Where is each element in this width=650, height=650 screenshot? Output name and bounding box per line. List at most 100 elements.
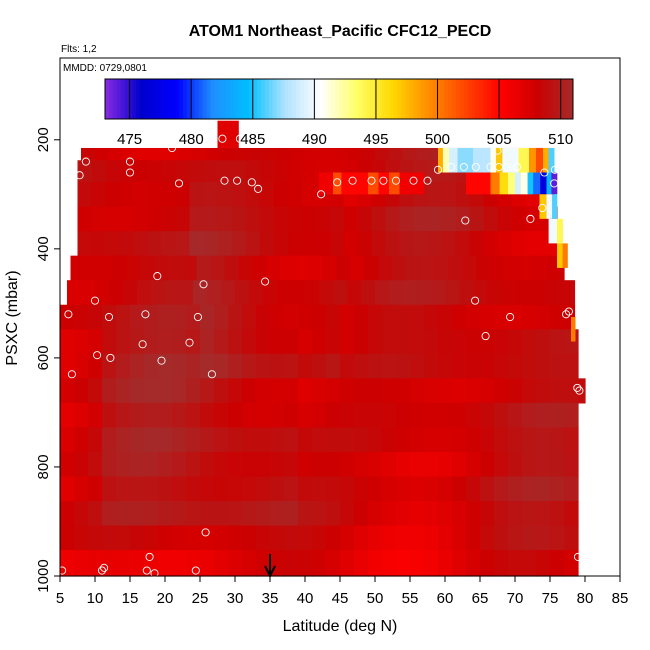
heatmap-cell	[494, 427, 509, 453]
heatmap-cell	[326, 304, 341, 330]
colorbar-swatch	[179, 79, 184, 119]
heatmap-cell	[340, 427, 355, 453]
observation-point	[261, 277, 270, 286]
heatmap-cell	[396, 476, 411, 502]
heatmap-cell	[382, 402, 397, 429]
colorbar-swatch	[436, 79, 441, 119]
heatmap-cell	[494, 525, 509, 551]
heatmap-cell	[102, 550, 117, 577]
heatmap-cell	[280, 255, 296, 281]
heatmap-cell	[161, 206, 177, 232]
heatmap-cell	[361, 280, 376, 306]
observation-point	[220, 176, 229, 185]
heatmap-cell	[186, 304, 201, 330]
heatmap-cell	[298, 329, 313, 355]
heatmap-cell	[354, 427, 369, 453]
observation-point	[97, 566, 107, 575]
colorbar-swatch	[424, 79, 430, 119]
heatmap-cell	[294, 255, 310, 281]
observation-point	[486, 162, 495, 172]
heatmap-cell	[536, 476, 551, 502]
heatmap-cell	[354, 304, 369, 330]
heatmap-cell	[193, 147, 208, 161]
heatmap-cell	[326, 427, 341, 453]
heatmap-cell	[144, 501, 159, 527]
heatmap-anomaly-cell	[490, 172, 500, 195]
heatmap-cell	[368, 378, 383, 404]
heatmap-cell	[214, 329, 229, 355]
heatmap-cell	[60, 451, 75, 478]
heatmap-cell	[77, 182, 93, 208]
heatmap-cell	[256, 525, 271, 551]
observation-point	[201, 528, 210, 537]
heatmap-cell	[242, 353, 257, 379]
heatmap-cell	[368, 427, 383, 453]
heatmap-cell	[319, 147, 334, 161]
observation-point	[513, 162, 522, 172]
heatmap-cell	[88, 550, 103, 577]
colorbar-swatch	[292, 79, 297, 119]
observation-point	[409, 176, 418, 185]
heatmap-cell	[74, 304, 89, 330]
heatmap-cell	[466, 304, 481, 330]
colorbar-swatch	[136, 79, 141, 119]
heatmap-cell	[364, 255, 380, 281]
heatmap-cell	[242, 550, 257, 577]
heatmap-cell	[186, 402, 201, 429]
heatmap-cell	[158, 353, 173, 379]
colorbar-swatch	[409, 79, 414, 119]
heatmap-cell	[60, 427, 75, 453]
heatmap-cell	[228, 329, 243, 355]
heatmap-cell	[147, 182, 163, 208]
heatmap-cell	[522, 451, 537, 478]
heatmap-cell	[452, 451, 467, 478]
heatmap-cell	[410, 525, 425, 551]
observation-point	[506, 312, 515, 322]
heatmap-cell	[245, 206, 261, 232]
heatmap-cell	[396, 550, 411, 577]
colorbar-swatch	[545, 79, 551, 119]
heatmap-cell	[172, 451, 187, 478]
colorbar-swatch	[198, 79, 203, 119]
heatmap-cell	[427, 231, 443, 257]
heatmap-cell	[228, 476, 243, 502]
heatmap-cell	[228, 427, 243, 453]
heatmap-cell	[186, 550, 201, 577]
observation-point	[233, 176, 242, 185]
colorbar-swatch	[108, 79, 114, 119]
heatmap-cell	[231, 206, 247, 232]
heatmap-cell	[119, 182, 135, 208]
heatmap-cell	[480, 550, 495, 577]
heatmap-cell	[438, 550, 453, 577]
colorbar-swatch	[257, 79, 262, 119]
heatmap-cell	[116, 329, 131, 355]
heatmap-cell	[88, 427, 103, 453]
heatmap-cell	[259, 182, 275, 208]
heatmap-cell	[480, 525, 495, 551]
heatmap-cell	[74, 402, 89, 429]
observation-point	[481, 332, 490, 341]
heatmap-cell	[60, 402, 75, 429]
colorbar-swatch	[350, 79, 356, 119]
colorbar-swatch	[463, 79, 469, 119]
heatmap-cell	[361, 147, 376, 161]
heatmap-cell	[315, 231, 331, 257]
heatmap-cell	[550, 550, 565, 577]
heatmap-cell	[308, 255, 324, 281]
heatmap-cell	[284, 402, 299, 429]
heatmap-cell	[424, 525, 439, 551]
observation-point	[317, 190, 326, 199]
colorbar-swatch	[518, 79, 523, 119]
heatmap-cell	[161, 231, 177, 257]
heatmap-cell	[452, 353, 467, 379]
x-tick-label: 10	[87, 590, 104, 607]
heatmap-cell	[371, 231, 387, 257]
observation-point	[191, 566, 200, 575]
heatmap-cell	[287, 206, 303, 232]
heatmap-cell	[130, 476, 145, 502]
heatmap-cell	[452, 476, 467, 502]
heatmap-cell	[256, 451, 271, 478]
heatmap-cell	[242, 427, 257, 453]
heatmap-cell	[382, 476, 397, 502]
heatmap-cell	[144, 402, 159, 429]
